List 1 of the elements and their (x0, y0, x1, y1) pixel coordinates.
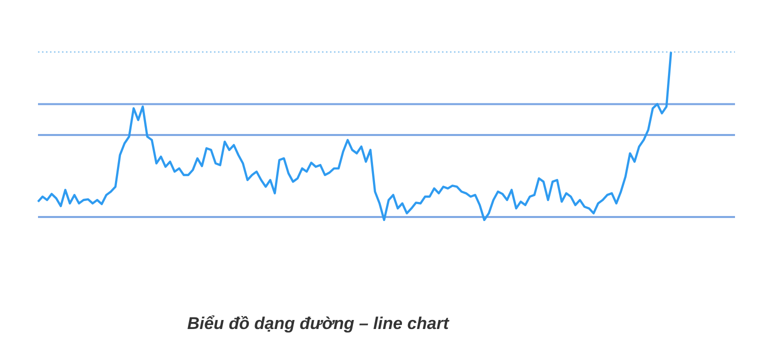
text: Biểu đồ dạng đường – line chart (186, 314, 450, 334)
